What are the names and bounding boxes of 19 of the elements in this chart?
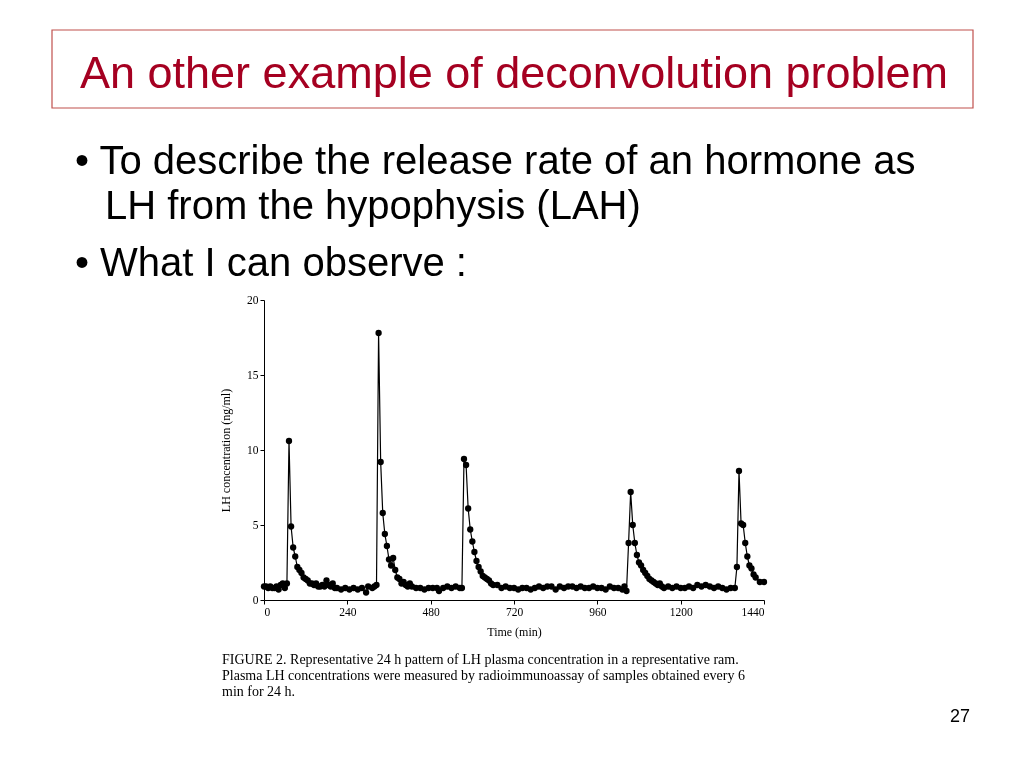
x-tick-label: 0 <box>264 605 271 618</box>
chart-title: An other example of deconvolution problem <box>79 47 949 99</box>
x-tick-label: 240 <box>339 605 357 618</box>
y-tick-label: 10 <box>247 443 259 456</box>
text: • To describe the release rate of an hormone as LH from the hypophysis (LAH) <box>75 138 916 227</box>
y-axis-title: LH concentration (ng/ml) <box>219 388 233 513</box>
x-tick-label: 1440 <box>741 605 765 618</box>
y-tick-label: 20 <box>247 293 259 306</box>
text: • What I can observe : <box>75 240 467 284</box>
y-tick-label: 5 <box>252 518 259 531</box>
text: 27 <box>949 706 970 726</box>
caption: FIGURE 2. Representative 24 h pattern of LH plasma concentration in a representative ram. Plasma LH concentrations were measured by radioimmunoassay of samples obtained every 6 min for 24 h. <box>222 652 745 699</box>
x-tick-label: 720 <box>505 605 524 618</box>
y-tick-label: 15 <box>247 368 259 381</box>
x-axis-title: Time (min) <box>487 625 542 639</box>
x-tick-label: 480 <box>422 605 441 618</box>
x-tick-label: 960 <box>589 605 607 618</box>
y-tick-label: 0 <box>252 593 259 606</box>
x-tick-label: 1200 <box>669 605 693 618</box>
